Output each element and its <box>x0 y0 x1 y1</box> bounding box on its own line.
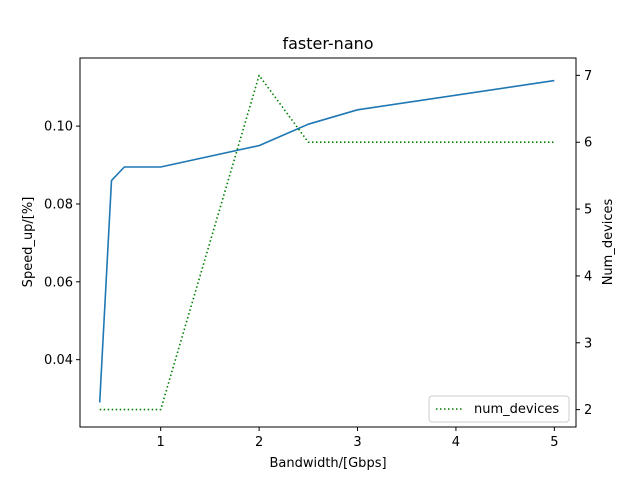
series-line-num-devices <box>99 74 555 411</box>
plot-area: 1 2 3 4 5 0.04 0.06 0.08 0.10 2 3 4 5 6 7 <box>44 69 592 450</box>
y2-tick-label: 6 <box>584 136 592 151</box>
y-tick-label: 0.04 <box>44 353 73 368</box>
plot-frame <box>79 57 577 428</box>
x-tick-label: 1 <box>157 435 165 450</box>
y2-tick-label: 3 <box>584 336 592 351</box>
x-tick-label: 2 <box>255 435 263 450</box>
chart-title: faster-nano <box>282 34 373 53</box>
legend-label-num-devices: num_devices <box>474 402 559 417</box>
y-tick-label: 0.08 <box>44 197 73 212</box>
y-axis-title: Speed_up/[%] <box>21 197 36 288</box>
y2-tick-label: 2 <box>584 403 592 418</box>
x-tick-label: 4 <box>452 435 460 450</box>
y-tick-label: 0.06 <box>44 275 73 290</box>
x-axis-title: Bandwidth/[Gbps] <box>269 456 386 471</box>
y-tick-label: 0.10 <box>44 120 73 135</box>
y2-tick-label: 7 <box>584 69 592 84</box>
x-tick-label: 3 <box>353 435 361 450</box>
y2-tick-label: 5 <box>584 203 592 218</box>
legend-box <box>428 395 570 423</box>
x-tick-label: 5 <box>550 435 558 450</box>
y2-axis-title: Num_devices <box>601 198 616 285</box>
y2-tick-label: 4 <box>584 269 592 284</box>
legend: num_devices <box>428 395 570 423</box>
series-line-speed-up <box>98 79 555 403</box>
